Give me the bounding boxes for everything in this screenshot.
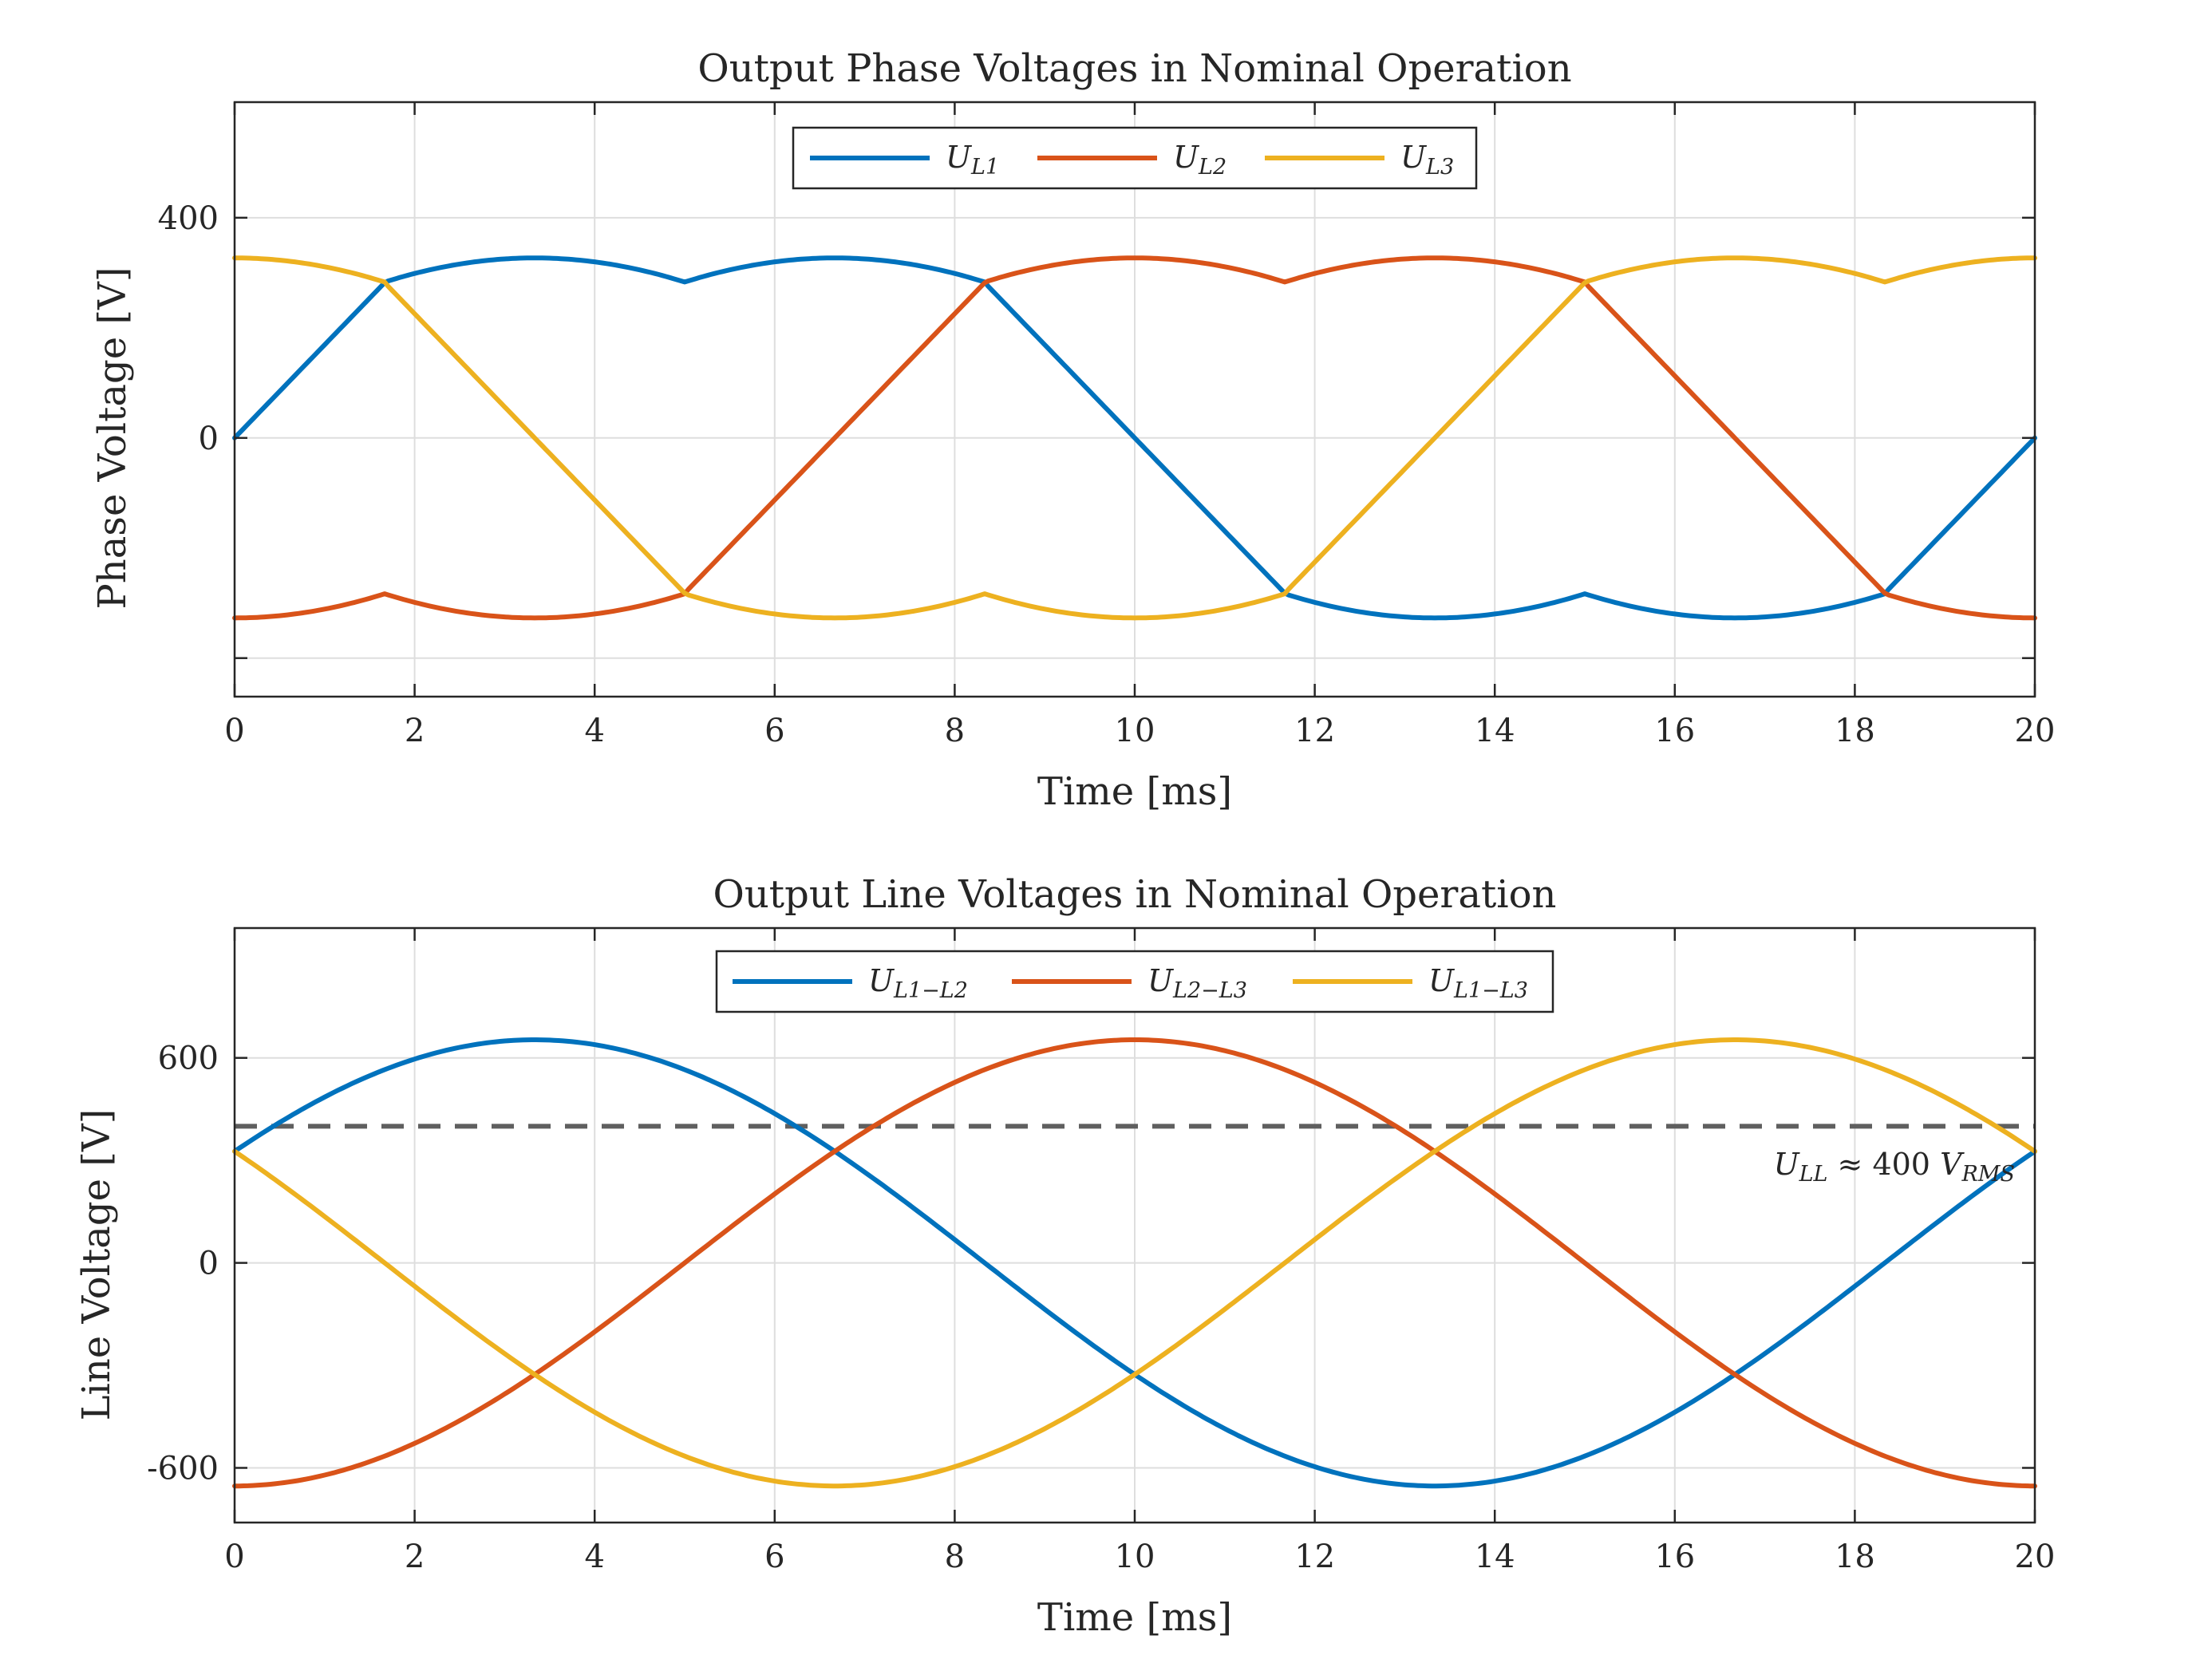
legend-entry-ul3: UL3 bbox=[1265, 140, 1454, 180]
legend-entry-ul1l2: UL1−L2 bbox=[733, 963, 968, 1003]
phase-x-axis-label: Time [ms] bbox=[1037, 769, 1232, 814]
series-line-phase-1 bbox=[232, 255, 2037, 621]
x-tick-label: 10 bbox=[1115, 1539, 1155, 1575]
line-series bbox=[232, 1037, 2037, 1489]
x-tick-label: 4 bbox=[584, 713, 604, 749]
x-tick-label: 16 bbox=[1654, 713, 1695, 749]
x-tick-label: 10 bbox=[1115, 713, 1155, 749]
phase-legend: UL1 UL2 UL3 bbox=[792, 126, 1478, 190]
phase-y-tick-labels: 0 400 bbox=[158, 200, 219, 457]
series-line-phase-2 bbox=[232, 255, 2037, 621]
legend-label-ul1l3: UL1−L3 bbox=[1428, 963, 1528, 1003]
legend-entry-ul1: UL1 bbox=[810, 140, 999, 180]
x-tick-label: 2 bbox=[405, 713, 425, 749]
x-tick-label: 4 bbox=[584, 1539, 604, 1575]
line-voltage-plot: Output Line Voltages in Nominal Operatio… bbox=[74, 872, 2055, 1640]
x-tick-label: 16 bbox=[1654, 1539, 1695, 1575]
line-legend-box bbox=[715, 950, 1554, 1013]
line-grid bbox=[234, 928, 2036, 1523]
legend-label-ul1l2: UL1−L2 bbox=[868, 963, 968, 1003]
x-tick-label: 8 bbox=[945, 713, 965, 749]
phase-series bbox=[232, 255, 2037, 621]
phase-voltage-plot: Output Phase Voltages in Nominal Operati… bbox=[90, 46, 2055, 814]
phase-y-axis-label: Phase Voltage [V] bbox=[90, 267, 135, 609]
legend-label-ul2l3: UL2−L3 bbox=[1147, 963, 1247, 1003]
phase-x-tick-labels: 0 2 4 6 8 10 12 14 16 18 20 bbox=[224, 713, 2055, 749]
rms-annotation: ULL ≈ 400 VRMS bbox=[1774, 1147, 2015, 1187]
series-line-phase-3 bbox=[232, 255, 2037, 621]
y-tick-label: 0 bbox=[199, 1246, 219, 1282]
legend-entry-ul2: UL2 bbox=[1037, 140, 1226, 180]
line-plot-title: Output Line Voltages in Nominal Operatio… bbox=[713, 872, 1557, 917]
x-tick-label: 18 bbox=[1835, 713, 1875, 749]
legend-label-ul2: UL2 bbox=[1173, 140, 1226, 180]
x-tick-label: 20 bbox=[2015, 713, 2056, 749]
line-y-tick-labels: -600 0 600 bbox=[147, 1041, 219, 1487]
y-tick-label: 400 bbox=[158, 200, 219, 237]
x-tick-label: 0 bbox=[224, 1539, 244, 1575]
phase-tick-marks bbox=[233, 102, 2036, 697]
x-tick-label: 6 bbox=[764, 713, 784, 749]
x-tick-label: 2 bbox=[405, 1539, 425, 1575]
line-legend: UL1−L2 UL2−L3 UL1−L3 bbox=[715, 950, 1554, 1013]
legend-entry-ul1l3: UL1−L3 bbox=[1293, 963, 1528, 1003]
x-tick-label: 20 bbox=[2015, 1539, 2056, 1575]
series-line-line-3 bbox=[232, 1037, 2037, 1489]
phase-grid bbox=[234, 102, 2036, 697]
x-tick-label: 8 bbox=[945, 1539, 965, 1575]
phase-plot-title: Output Phase Voltages in Nominal Operati… bbox=[697, 46, 1571, 91]
x-tick-label: 12 bbox=[1294, 1539, 1335, 1575]
y-tick-label: 0 bbox=[199, 421, 219, 457]
x-tick-label: 14 bbox=[1475, 1539, 1515, 1575]
x-tick-label: 18 bbox=[1835, 1539, 1875, 1575]
line-tick-marks bbox=[233, 928, 2036, 1523]
y-tick-label: -600 bbox=[147, 1450, 219, 1487]
x-tick-label: 6 bbox=[764, 1539, 784, 1575]
legend-label-ul3: UL3 bbox=[1400, 140, 1454, 180]
y-tick-label: 600 bbox=[158, 1041, 219, 1077]
line-y-axis-label: Line Voltage [V] bbox=[74, 1109, 119, 1421]
legend-label-ul1: UL1 bbox=[946, 140, 999, 180]
x-tick-label: 14 bbox=[1475, 713, 1515, 749]
line-x-tick-labels: 0 2 4 6 8 10 12 14 16 18 20 bbox=[224, 1539, 2055, 1575]
x-tick-label: 0 bbox=[224, 713, 244, 749]
legend-entry-ul2l3: UL2−L3 bbox=[1012, 963, 1247, 1003]
line-x-axis-label: Time [ms] bbox=[1037, 1595, 1232, 1640]
x-tick-label: 12 bbox=[1294, 713, 1335, 749]
